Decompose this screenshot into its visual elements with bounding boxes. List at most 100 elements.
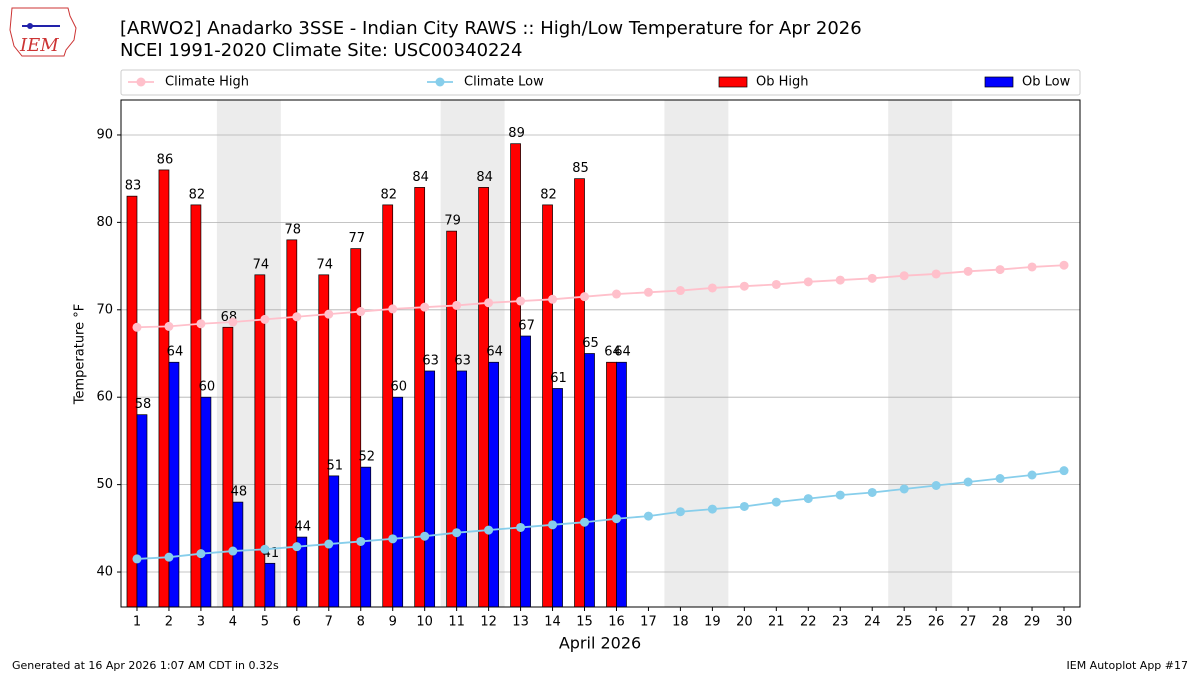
data-label: 67 [518,319,535,334]
bar [616,361,627,608]
data-label: 65 [582,336,599,351]
point [516,522,526,532]
point [548,294,558,304]
point [196,319,206,329]
point [356,536,366,546]
point [771,279,781,289]
logo-text: IEM [19,35,59,56]
bar [414,187,426,608]
legend-marker [435,77,445,87]
point [292,542,302,552]
point [132,322,142,332]
point [260,544,270,554]
x-tick-label: 13 [512,615,529,630]
legend-label: Climate High [165,75,249,90]
point [803,494,813,504]
point [420,302,430,312]
bar [200,396,212,608]
chart-title: [ARWO2] Anadarko 3SSE - Indian City RAWS… [120,18,862,39]
chart-subtitle: NCEI 1991-2020 Climate Site: USC00340224 [120,40,522,61]
footer-right: IEM Autoplot App #17 [1067,659,1189,672]
x-tick-label: 4 [229,615,237,630]
data-label: 74 [317,257,334,272]
y-tick-label: 70 [96,302,113,317]
bar [606,361,617,608]
point [292,312,302,322]
point [516,296,526,306]
point [452,300,462,310]
x-tick-label: 26 [928,615,945,630]
point [803,277,813,287]
bar [424,370,436,608]
x-tick-label: 19 [704,615,721,630]
legend-label: Ob High [756,75,809,90]
point [388,304,398,314]
point [1059,260,1069,270]
bar [392,396,404,608]
data-label: 64 [167,345,184,360]
y-axis-label: Temperature °F [73,304,88,405]
point [260,314,270,324]
x-tick-label: 17 [640,615,657,630]
point [1059,466,1069,476]
x-tick-label: 2 [165,615,173,630]
point [835,490,845,500]
point [611,514,621,524]
y-tick-label: 60 [96,390,113,405]
line [136,469,1065,560]
bar [264,562,276,608]
data-label: 60 [199,380,216,395]
plot-frame [120,99,1081,608]
point [164,321,174,331]
x-tick-label: 6 [293,615,301,630]
legend-label: Ob Low [1022,75,1071,90]
point [611,289,621,299]
bar [520,335,531,608]
data-label: 63 [422,353,439,368]
data-label: 61 [550,371,567,386]
data-label: 58 [135,397,152,412]
x-tick-label: 8 [357,615,365,630]
bar [574,178,585,608]
x-tick-label: 16 [608,615,625,630]
bar [190,204,202,608]
x-tick-label: 9 [389,615,397,630]
x-tick-label: 18 [672,615,689,630]
point [228,546,238,556]
data-label: 51 [327,458,344,473]
point [867,273,877,283]
data-label: 78 [285,222,302,237]
y-tick-label: 90 [96,127,113,142]
y-tick-label: 80 [96,215,113,230]
bar [488,361,499,608]
legend-swatch [984,76,1014,88]
legend [120,69,1081,96]
x-tick-label: 12 [480,615,497,630]
bar [350,248,362,608]
data-label: 64 [604,345,621,360]
x-tick-label: 21 [768,615,785,630]
point [228,317,238,327]
point [835,275,845,285]
point [707,504,717,514]
x-tick-label: 24 [864,615,881,630]
line [136,264,1065,329]
bar [136,414,148,608]
point [675,507,685,517]
data-label: 44 [295,520,312,535]
x-tick-label: 15 [576,615,593,630]
x-tick-label: 10 [416,615,433,630]
point [963,477,973,487]
point [931,269,941,279]
data-label: 82 [189,187,206,202]
point [356,307,366,317]
point [164,552,174,562]
logo: IEM [9,7,77,57]
y-tick-label: 50 [96,477,113,492]
data-label: 77 [348,231,365,246]
x-tick-label: 14 [544,615,561,630]
data-label: 86 [157,152,174,167]
point [196,549,206,559]
point [867,487,877,497]
